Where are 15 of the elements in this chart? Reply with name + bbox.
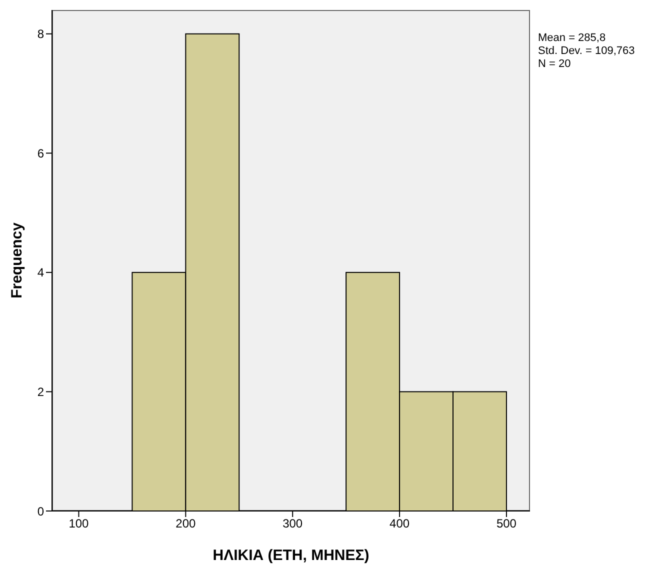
y-axis-title: Frequency — [8, 222, 26, 298]
text: Mean = 285,8 — [538, 32, 607, 45]
text: Std. Dev. = 109,763 — [538, 45, 635, 58]
y-tick-label: 4 — [37, 266, 44, 280]
y-tick-label: 8 — [37, 27, 44, 42]
x-tick-label: 500 — [496, 516, 517, 531]
y-tick-label: 6 — [37, 146, 44, 160]
text: N = 20 — [538, 58, 572, 71]
x-tick-label: 200 — [176, 516, 196, 531]
x-tick-label: 300 — [282, 516, 303, 531]
x-tick-label: 100 — [68, 516, 90, 531]
x-tick-label: 400 — [390, 516, 410, 531]
y-tick-label: 2 — [37, 384, 44, 399]
x-axis-title: ΗΛΙΚΙΑ (ΕΤΗ, ΜΗΝΕΣ) — [212, 547, 370, 564]
y-tick-label: 0 — [37, 504, 44, 518]
